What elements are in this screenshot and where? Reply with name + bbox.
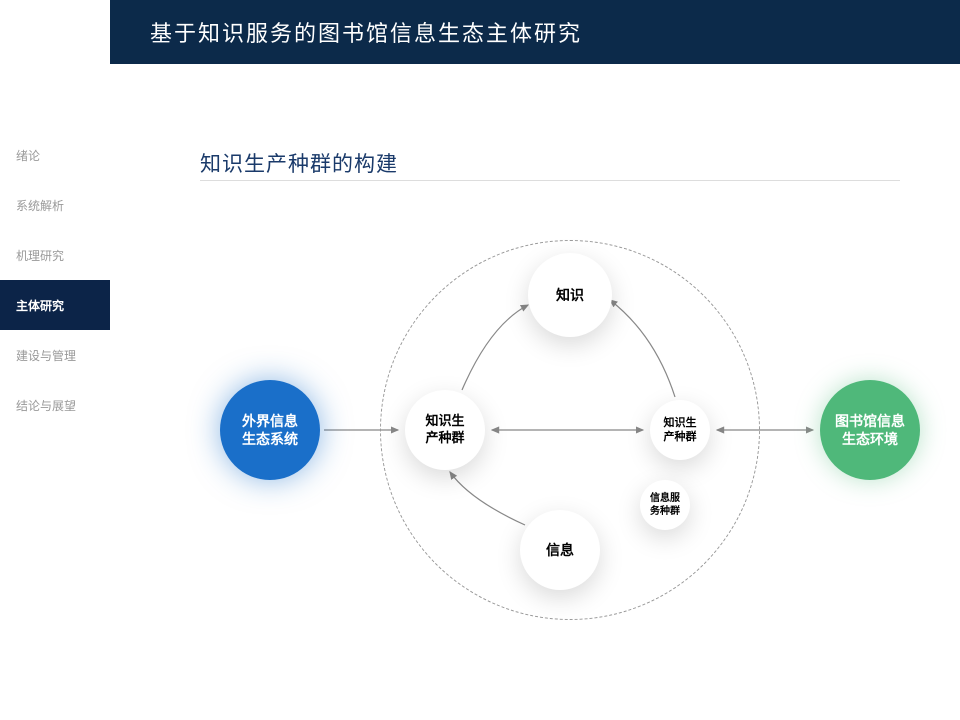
nav-item-intro[interactable]: 绪论 [0,130,110,180]
node-prod2: 知识生产种群 [650,400,710,460]
node-prod1: 知识生产种群 [405,390,485,470]
nav-item-management[interactable]: 建设与管理 [0,330,110,380]
sidebar-nav: 绪论 系统解析 机理研究 主体研究 建设与管理 结论与展望 [0,130,110,430]
header-title: 基于知识服务的图书馆信息生态主体研究 [150,16,582,48]
nav-item-subject[interactable]: 主体研究 [0,280,110,330]
nav-item-conclusion[interactable]: 结论与展望 [0,380,110,430]
node-external: 外界信息生态系统 [220,380,320,480]
section-title: 知识生产种群的构建 [200,148,398,178]
nav-item-system[interactable]: 系统解析 [0,180,110,230]
node-knowledge: 知识 [528,253,612,337]
node-info: 信息 [520,510,600,590]
concept-diagram: 外界信息生态系统图书馆信息生态环境知识知识生产种群知识生产种群信息服务种群信息 [200,220,920,660]
title-underline [200,180,900,181]
node-library: 图书馆信息生态环境 [820,380,920,480]
page-header: 基于知识服务的图书馆信息生态主体研究 [110,0,960,64]
nav-item-mechanism[interactable]: 机理研究 [0,230,110,280]
node-service: 信息服务种群 [640,480,690,530]
